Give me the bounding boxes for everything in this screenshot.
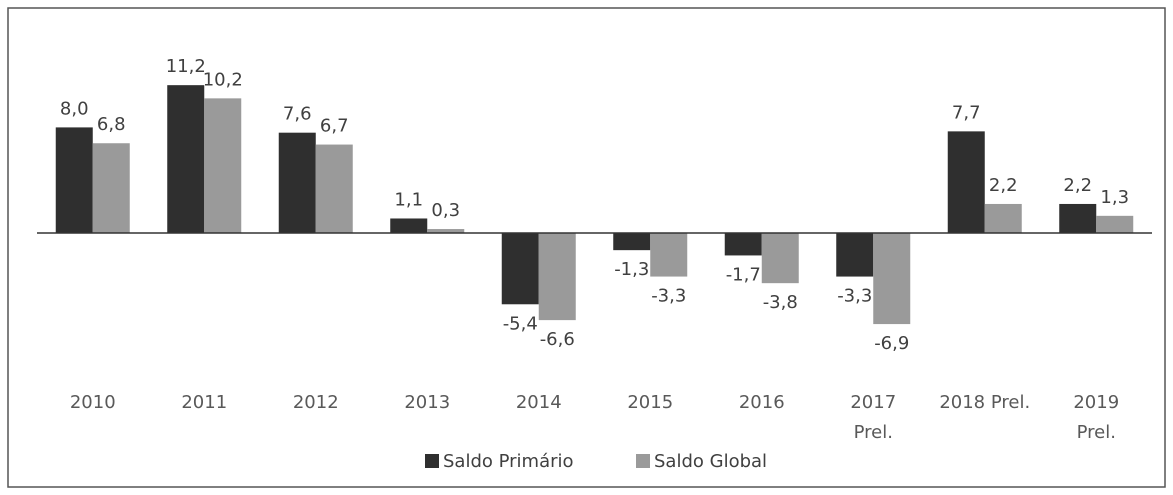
data-label: 6,7: [320, 116, 349, 137]
bar: [836, 233, 874, 277]
bar: [1096, 215, 1134, 233]
x-tick-label: 2018 Prel.: [939, 392, 1031, 413]
bar: [167, 85, 205, 233]
bar: [984, 203, 1022, 233]
bar: [613, 233, 651, 251]
bar: [315, 144, 353, 233]
bar: [1059, 203, 1097, 233]
bar: [55, 127, 93, 233]
data-label: -1,7: [726, 264, 761, 285]
x-tick-label: 2015: [627, 392, 674, 413]
bar: [427, 229, 465, 233]
data-label: 7,6: [283, 104, 312, 125]
x-tick-label: 2019 Prel.: [1073, 392, 1120, 443]
data-label: -5,4: [503, 313, 538, 334]
data-label: 8,0: [60, 98, 89, 119]
bar: [390, 218, 428, 233]
x-tick-label: 2013: [404, 392, 451, 413]
data-label: 1,3: [1100, 187, 1129, 208]
bar: [538, 233, 576, 321]
legend-swatch: [425, 454, 439, 468]
bar: [724, 233, 762, 256]
legend-label: Saldo Primário: [443, 451, 574, 472]
x-tick-label: 2017 Prel.: [850, 392, 897, 443]
bar: [650, 233, 688, 277]
bar: [501, 233, 539, 305]
data-label: 2,2: [989, 175, 1018, 196]
data-label: 11,2: [166, 56, 206, 77]
data-label: -3,3: [837, 286, 872, 307]
x-tick-label: 2011: [181, 392, 228, 413]
bar: [761, 233, 799, 284]
bar: [873, 233, 911, 325]
data-label: 1,1: [394, 189, 423, 210]
data-label: -6,9: [874, 333, 909, 354]
data-label: -3,3: [651, 286, 686, 307]
legend-label: Saldo Global: [654, 451, 767, 472]
data-label: 2,2: [1063, 175, 1092, 196]
data-label: -1,3: [614, 259, 649, 280]
x-tick-label: 2010: [69, 392, 116, 413]
data-label: -3,8: [763, 292, 798, 313]
bar: [92, 143, 130, 233]
legend-swatch: [636, 454, 650, 468]
x-tick-label: 2014: [515, 392, 562, 413]
data-label: 7,7: [952, 102, 981, 123]
data-label: 10,2: [203, 69, 243, 90]
bar: [204, 98, 242, 233]
data-label: 6,8: [97, 114, 126, 135]
x-tick-label: 2016: [738, 392, 785, 413]
bar: [947, 131, 985, 233]
x-tick-label: 2012: [292, 392, 339, 413]
data-label: -6,6: [540, 329, 575, 350]
data-label: 0,3: [431, 200, 460, 221]
bar: [278, 132, 316, 233]
chart-border: [7, 7, 1166, 488]
